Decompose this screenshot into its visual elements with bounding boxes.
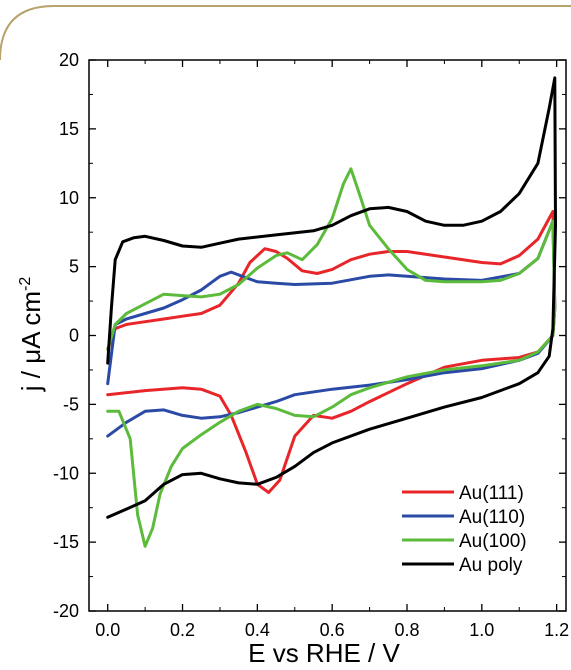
series-line-au-111 <box>106 210 557 494</box>
legend-label-au-poly: Au poly <box>459 555 523 576</box>
y-tick-label: 15 <box>59 119 79 139</box>
y-axis-title-mu: μ <box>16 349 46 364</box>
legend: Au(111) Au(110) Au(100) Au poly <box>402 483 527 576</box>
y-axis-title-prefix: j / <box>16 364 46 392</box>
y-axis-title: j / μA cm-2 <box>16 277 46 393</box>
x-axis-title: E vs RHE / V <box>248 638 400 668</box>
series-layer <box>106 76 557 548</box>
x-tick-label: 0.6 <box>320 620 345 640</box>
y-tick-label: 0 <box>69 326 79 346</box>
y-tick-label: 5 <box>69 257 79 277</box>
legend-label-au-110: Au(110) <box>459 507 525 528</box>
y-tick-label: 20 <box>59 50 79 70</box>
x-tick-label: 1.2 <box>544 620 569 640</box>
series-line-au-110 <box>106 219 557 438</box>
x-tick-label: 0.8 <box>394 620 419 640</box>
series-line-au-poly <box>106 76 557 519</box>
y-tick-label: -20 <box>53 601 79 621</box>
x-axis-ticks: 0.0 0.2 0.4 0.6 0.8 1.0 1.2 <box>95 60 569 640</box>
y-axis-title-superscript: -2 <box>17 277 34 291</box>
x-tick-label: 0.0 <box>95 620 120 640</box>
y-tick-label: -10 <box>53 463 79 483</box>
y-axis-title-unit: A cm <box>16 291 46 349</box>
y-axis-ticks: -20 -15 -10 -5 0 5 10 15 20 <box>53 50 566 621</box>
x-tick-label: 1.0 <box>469 620 494 640</box>
y-tick-label: -5 <box>63 394 79 414</box>
plot-area-frame <box>88 59 567 612</box>
x-tick-label: 0.2 <box>170 620 195 640</box>
y-tick-label: 10 <box>59 188 79 208</box>
y-tick-label: -15 <box>53 532 79 552</box>
series-line-au-100 <box>106 167 557 548</box>
legend-label-au-111: Au(111) <box>459 483 524 504</box>
legend-label-au-100: Au(100) <box>459 531 527 552</box>
x-tick-label: 0.4 <box>245 620 270 640</box>
